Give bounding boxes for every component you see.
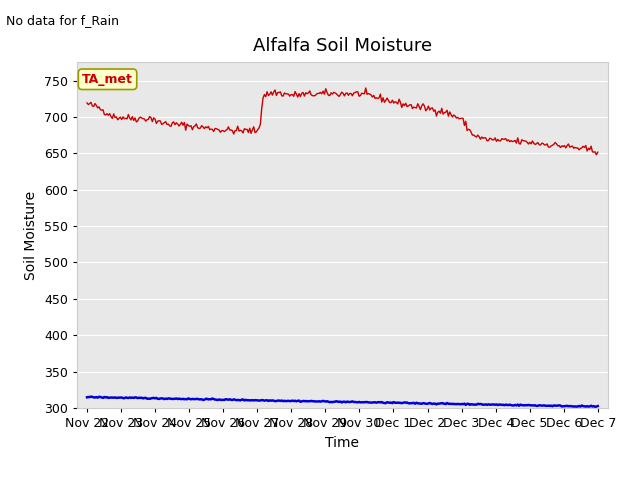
Legend: Theta10cm, Theta20cm: Theta10cm, Theta20cm: [216, 476, 469, 480]
Y-axis label: Soil Moisture: Soil Moisture: [24, 191, 38, 280]
Title: Alfalfa Soil Moisture: Alfalfa Soil Moisture: [253, 37, 432, 55]
X-axis label: Time: Time: [325, 435, 360, 450]
Text: TA_met: TA_met: [82, 73, 133, 86]
Text: No data for f_Rain: No data for f_Rain: [6, 14, 120, 27]
